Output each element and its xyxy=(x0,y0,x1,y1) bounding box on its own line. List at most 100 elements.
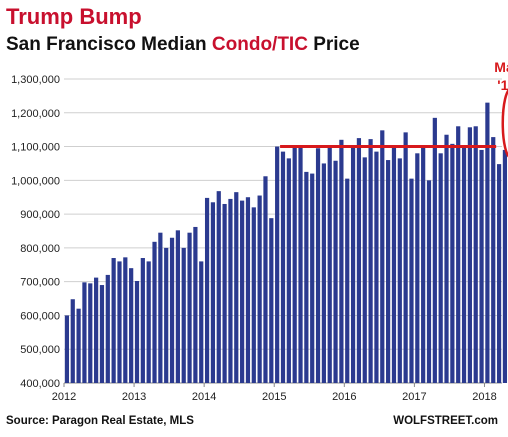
bar xyxy=(64,315,70,383)
y-tick-label: 1,300,000 xyxy=(11,74,60,86)
bar xyxy=(292,147,297,383)
bar xyxy=(374,151,379,383)
source-note: Source: Paragon Real Estate, MLS xyxy=(6,415,194,427)
annotation-label-month: Mar xyxy=(494,59,508,75)
bar xyxy=(280,151,286,383)
bar xyxy=(391,147,397,383)
bar xyxy=(450,143,455,383)
bar xyxy=(216,191,221,383)
bar xyxy=(356,138,362,383)
bar xyxy=(251,207,256,383)
bar xyxy=(286,158,291,383)
bar xyxy=(111,258,116,383)
bar xyxy=(310,173,315,383)
y-tick-label: 600,000 xyxy=(20,310,60,322)
bar xyxy=(333,160,338,383)
subtitle-highlight: Condo/TIC xyxy=(211,34,308,55)
bar xyxy=(175,230,180,383)
bar xyxy=(94,277,99,383)
y-tick-label: 500,000 xyxy=(20,344,60,356)
x-tick-label: 2016 xyxy=(332,391,356,403)
bar xyxy=(228,198,233,383)
bar xyxy=(257,195,262,383)
bar xyxy=(438,153,443,383)
bar xyxy=(123,257,128,383)
bar xyxy=(386,160,391,383)
bar xyxy=(432,117,437,383)
bar xyxy=(496,164,502,383)
bar xyxy=(82,282,87,383)
bar xyxy=(263,176,268,383)
bar xyxy=(105,274,110,383)
bar xyxy=(146,261,151,383)
bar xyxy=(321,163,326,383)
bar xyxy=(298,146,303,383)
highlight-ellipse xyxy=(501,88,508,158)
bar xyxy=(134,280,140,383)
bar xyxy=(210,202,216,383)
bar xyxy=(350,146,356,383)
bar xyxy=(327,147,332,383)
bar xyxy=(169,237,175,383)
x-tick-label: 2018 xyxy=(472,391,496,403)
x-tick-label: 2015 xyxy=(262,391,286,403)
bar xyxy=(76,308,81,383)
bar xyxy=(368,139,373,383)
x-tick-label: 2014 xyxy=(192,391,216,403)
bar xyxy=(473,126,478,384)
bar xyxy=(403,132,408,383)
bar xyxy=(187,232,192,383)
annotation-label-year: '18 xyxy=(497,77,508,93)
bar xyxy=(461,147,467,383)
y-tick-label: 1,200,000 xyxy=(11,108,60,120)
bar xyxy=(193,226,198,383)
bar xyxy=(467,127,472,384)
y-tick-label: 900,000 xyxy=(20,209,60,221)
bar xyxy=(415,153,420,383)
bar xyxy=(158,232,163,383)
bar xyxy=(444,134,449,383)
bar xyxy=(362,157,367,383)
y-tick-label: 700,000 xyxy=(20,277,60,289)
chart-subtitle: San Francisco Median Condo/TIC Price xyxy=(6,34,360,56)
bar xyxy=(99,285,105,383)
bar xyxy=(129,268,134,383)
bar xyxy=(222,203,227,383)
bar xyxy=(204,197,210,383)
chart-title: Trump Bump xyxy=(6,4,142,29)
bar xyxy=(485,102,490,384)
bar xyxy=(199,261,204,383)
bar xyxy=(380,130,385,383)
x-tick-label: 2012 xyxy=(52,391,76,403)
bar xyxy=(269,218,274,383)
bar xyxy=(70,299,75,383)
x-tick-label: 2017 xyxy=(402,391,426,403)
bar xyxy=(152,241,157,383)
x-tick-label: 2013 xyxy=(122,391,146,403)
bar xyxy=(421,147,426,383)
bar xyxy=(456,126,461,384)
subtitle-part-1: San Francisco Median xyxy=(6,34,212,55)
y-tick-label: 1,000,000 xyxy=(11,175,60,187)
bar xyxy=(117,261,122,383)
bar xyxy=(339,139,344,383)
bar xyxy=(140,258,145,383)
bar xyxy=(304,171,309,383)
y-tick-label: 1,100,000 xyxy=(11,142,60,154)
bar xyxy=(426,180,432,383)
bar xyxy=(234,192,239,383)
bar xyxy=(88,283,93,383)
bar xyxy=(397,158,402,383)
y-tick-label: 400,000 xyxy=(20,378,60,390)
subtitle-part-3: Price xyxy=(307,34,360,55)
y-tick-label: 800,000 xyxy=(20,243,60,255)
bar xyxy=(181,247,186,383)
bar xyxy=(345,178,350,383)
bar xyxy=(164,247,169,383)
bar xyxy=(245,197,251,383)
brand-label: WOLFSTREET.com xyxy=(393,415,498,427)
bar xyxy=(315,148,321,383)
bar xyxy=(275,146,280,383)
bar xyxy=(409,178,414,383)
